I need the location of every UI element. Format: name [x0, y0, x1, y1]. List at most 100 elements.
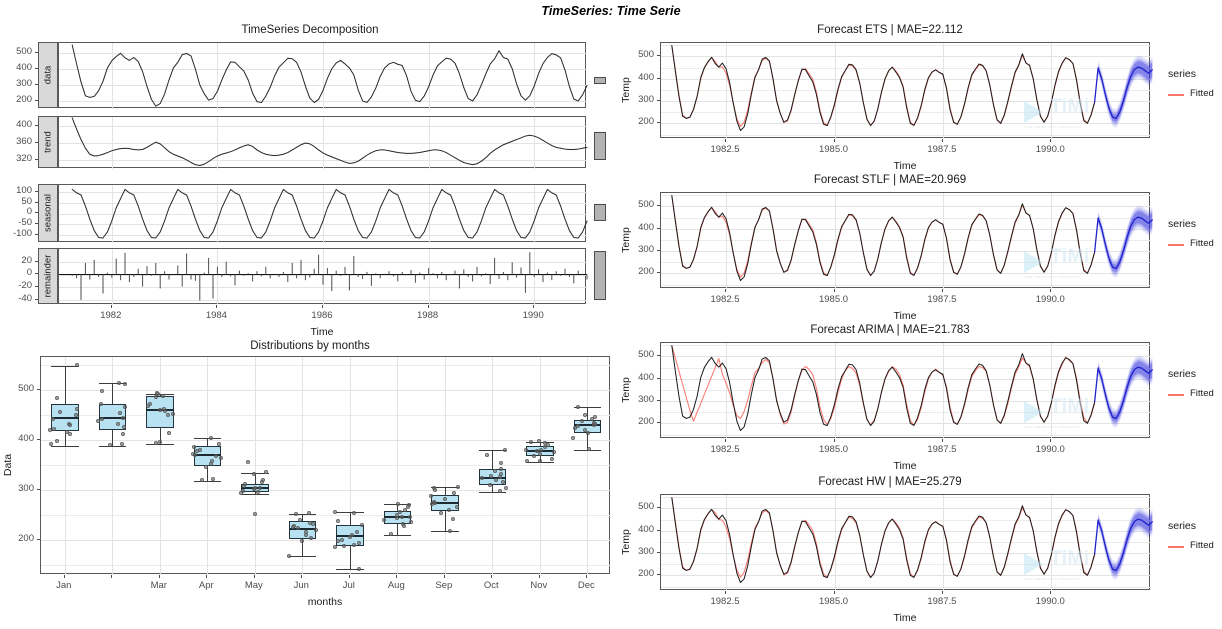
- ytick-label: 0: [26, 267, 32, 279]
- whisker-upper: [112, 383, 114, 404]
- ytick-label: 400: [16, 61, 32, 73]
- ytick-mark: [657, 77, 660, 79]
- xtick-label: 1985.0: [818, 596, 849, 607]
- legend-key-fitted: [1168, 546, 1184, 548]
- ytick-mark: [35, 298, 38, 300]
- ytick-label: 300: [638, 244, 654, 256]
- ytick-label: 500: [638, 49, 654, 61]
- data-point: [258, 485, 263, 490]
- gridline-y: [661, 508, 1151, 510]
- gridline-y-minor: [661, 541, 1151, 543]
- forecast-title-arima: Forecast ARIMA | MAE=21.783: [810, 324, 970, 336]
- data-point: [297, 518, 302, 523]
- xtick-mark: [833, 439, 835, 442]
- data-point: [115, 422, 120, 427]
- xtick-label: 1990.0: [1035, 144, 1065, 155]
- data-point: [154, 395, 159, 400]
- data-point: [429, 494, 434, 499]
- ytick-mark: [35, 142, 38, 143]
- data-point: [488, 474, 493, 479]
- ytick-label: 300: [18, 482, 34, 494]
- xtick-mark: [1050, 289, 1052, 292]
- data-point: [74, 407, 79, 412]
- xtick-label: 1982.5: [710, 144, 740, 155]
- xtick-label: 1985.0: [818, 144, 849, 155]
- data-point: [308, 536, 313, 541]
- gridline-y-minor: [661, 519, 1151, 521]
- gridline-x: [112, 357, 114, 575]
- data-point: [299, 539, 304, 544]
- scale-bar-seasonal: [594, 203, 606, 222]
- forecast-yaxis-title: Temp: [620, 377, 632, 403]
- gridline-x: [726, 43, 727, 139]
- whisker-cap-upper: [478, 450, 506, 452]
- xtick-label: 1990.0: [1035, 444, 1065, 455]
- ytick-mark: [35, 159, 38, 161]
- boxplot-group-Jul[interactable]: [41, 357, 611, 575]
- boxplot-group-Apr[interactable]: [41, 357, 611, 575]
- boxplot-group-Jan[interactable]: [41, 357, 611, 575]
- gridline-x: [834, 193, 836, 289]
- legend-title-ets: series: [1168, 68, 1197, 80]
- data-point: [295, 526, 300, 531]
- gridline-x: [1051, 193, 1053, 289]
- data-point: [590, 417, 595, 422]
- ytick-label: 200: [18, 532, 34, 544]
- data-point: [504, 486, 508, 491]
- boxplot-group-Oct[interactable]: [41, 357, 611, 575]
- decomposition-panel-trend: [58, 116, 588, 169]
- boxplot-group-Feb[interactable]: [41, 357, 611, 575]
- data-point: [51, 416, 56, 421]
- data-point: [256, 490, 261, 495]
- xtick-label: 1982.5: [710, 444, 740, 455]
- whisker-upper: [492, 450, 494, 470]
- gridline-y-minor: [661, 195, 1151, 197]
- forecast-block-stlf: Forecast STLF | MAE=20.969 200 300 400 500 19…: [620, 174, 1222, 322]
- gridline-x: [534, 185, 536, 243]
- boxplot-group-May[interactable]: [41, 357, 611, 575]
- boxplot-title: Distributions by months: [250, 340, 370, 352]
- boxplot-group-Jun[interactable]: [41, 357, 611, 575]
- data-point: [360, 523, 364, 528]
- gridline-y-minor: [41, 565, 611, 566]
- gridline-y: [661, 378, 1151, 380]
- data-point: [382, 518, 387, 523]
- median-Apr: [193, 453, 221, 456]
- data-point: [532, 454, 537, 459]
- boxplot-group-Dec[interactable]: [41, 357, 611, 575]
- data-point: [199, 478, 204, 483]
- gridline-x: [834, 495, 836, 591]
- gridline-x: [942, 495, 944, 591]
- boxplot-group-Mar[interactable]: [41, 357, 611, 575]
- xtick-mark: [322, 305, 323, 308]
- ytick-label: 0: [26, 206, 32, 218]
- boxplot-group-Aug[interactable]: [41, 357, 611, 575]
- xtick-label-Apr: Apr: [198, 580, 214, 591]
- whisker-upper: [302, 513, 304, 522]
- xtick-mark: [491, 575, 493, 578]
- gridline-x: [534, 117, 536, 169]
- whisker-cap-lower: [241, 493, 269, 495]
- whisker-lower: [207, 466, 209, 481]
- data-point: [351, 510, 356, 515]
- boxplot-group-Sep[interactable]: [41, 357, 611, 575]
- median-Jun: [288, 527, 316, 530]
- gridline-y-minor: [661, 67, 1151, 69]
- ytick-mark: [37, 488, 40, 490]
- whisker-cap-upper: [288, 513, 316, 515]
- data-point: [432, 501, 437, 506]
- xtick-mark: [941, 139, 943, 142]
- boxplot-panel: [40, 356, 611, 575]
- forecast-panel-stlf: [660, 192, 1153, 289]
- data-point: [54, 395, 59, 400]
- gridline-y: [661, 206, 1151, 208]
- xtick-mark: [396, 575, 398, 578]
- gridline-x: [834, 343, 836, 439]
- ytick-mark: [657, 377, 660, 379]
- data-point: [74, 363, 79, 367]
- ytick-label: -40: [18, 292, 32, 304]
- forecast-series-ets: [671, 45, 1153, 132]
- data-point: [123, 381, 128, 386]
- gridline-x: [323, 185, 324, 243]
- boxplot-group-Nov[interactable]: [41, 357, 611, 575]
